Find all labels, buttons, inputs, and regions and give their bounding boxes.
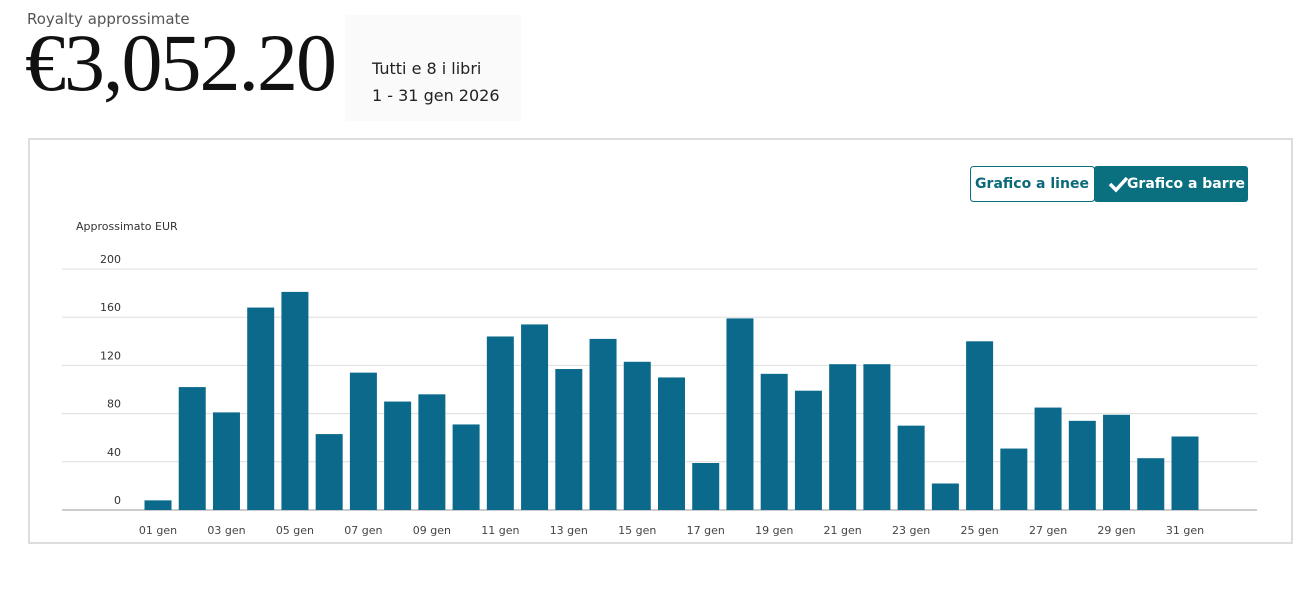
x-tick-label: 07 gen <box>344 524 382 537</box>
x-tick-label: 29 gen <box>1097 524 1135 537</box>
bar <box>623 361 651 510</box>
bar <box>521 324 549 510</box>
bar <box>760 373 788 510</box>
line-toggle-label[interactable]: Grafico a linee <box>975 176 1089 192</box>
y-tick-label: 0 <box>114 494 121 507</box>
y-tick-label: 40 <box>107 446 121 459</box>
bar <box>829 364 857 510</box>
bar <box>658 377 685 510</box>
bar <box>1103 414 1131 510</box>
scope: Tutti e 8 i libri <box>372 59 482 78</box>
bar <box>349 372 377 510</box>
chart-panel <box>28 138 1293 544</box>
y-tick-label: 200 <box>100 253 121 266</box>
line-toggle[interactable]: Grafico a linee <box>970 166 1095 202</box>
x-tick-label: 03 gen <box>207 524 245 537</box>
bar <box>1068 420 1096 510</box>
bar <box>418 394 446 510</box>
scope-box: Tutti e 8 i libri 1 - 31 gen 2026 <box>345 15 521 121</box>
x-tick-label: 31 gen <box>1166 524 1204 537</box>
bar <box>966 341 994 510</box>
bar <box>247 307 275 510</box>
bar <box>178 387 206 510</box>
amount: €3,052.20 <box>25 17 337 108</box>
bar <box>931 483 959 510</box>
x-tick-label: 25 gen <box>960 524 998 537</box>
bar <box>281 291 309 510</box>
bar <box>1171 436 1199 510</box>
check-icon <box>1108 176 1129 193</box>
bar <box>589 338 617 510</box>
x-tick-label: 15 gen <box>618 524 656 537</box>
bar <box>212 412 240 510</box>
x-tick-label: 09 gen <box>413 524 451 537</box>
bar <box>452 424 480 510</box>
bar <box>486 336 514 510</box>
y-tick-label: 160 <box>100 301 121 314</box>
bar <box>726 318 754 510</box>
period: 1 - 31 gen 2026 <box>372 86 500 105</box>
bar <box>1034 407 1062 510</box>
x-tick-label: 17 gen <box>687 524 725 537</box>
bar <box>1137 458 1165 510</box>
y-tick-label: 80 <box>107 398 121 411</box>
bar <box>897 425 925 510</box>
bar-toggle[interactable]: Grafico a barre <box>1094 166 1248 202</box>
x-tick-label: 11 gen <box>481 524 519 537</box>
bar <box>384 401 412 510</box>
x-tick-label: 19 gen <box>755 524 793 537</box>
bar <box>794 390 822 510</box>
x-tick-label: 21 gen <box>824 524 862 537</box>
amount-label: Royalty approssimate <box>27 10 190 28</box>
bar <box>144 500 172 510</box>
x-tick-label: 01 gen <box>139 524 177 537</box>
x-tick-label: 27 gen <box>1029 524 1067 537</box>
bar-toggle-label[interactable]: Grafico a barre <box>1127 176 1245 192</box>
bar <box>555 369 583 510</box>
y-axis-label: Approssimato EUR <box>76 220 178 233</box>
x-tick-label: 13 gen <box>550 524 588 537</box>
bar <box>692 463 720 510</box>
bar <box>1000 448 1028 510</box>
bar-toggle-bg[interactable] <box>1094 166 1248 202</box>
y-tick-label: 120 <box>100 349 121 362</box>
x-tick-label: 05 gen <box>276 524 314 537</box>
bar <box>315 434 343 510</box>
bar <box>863 364 891 510</box>
x-tick-label: 23 gen <box>892 524 930 537</box>
